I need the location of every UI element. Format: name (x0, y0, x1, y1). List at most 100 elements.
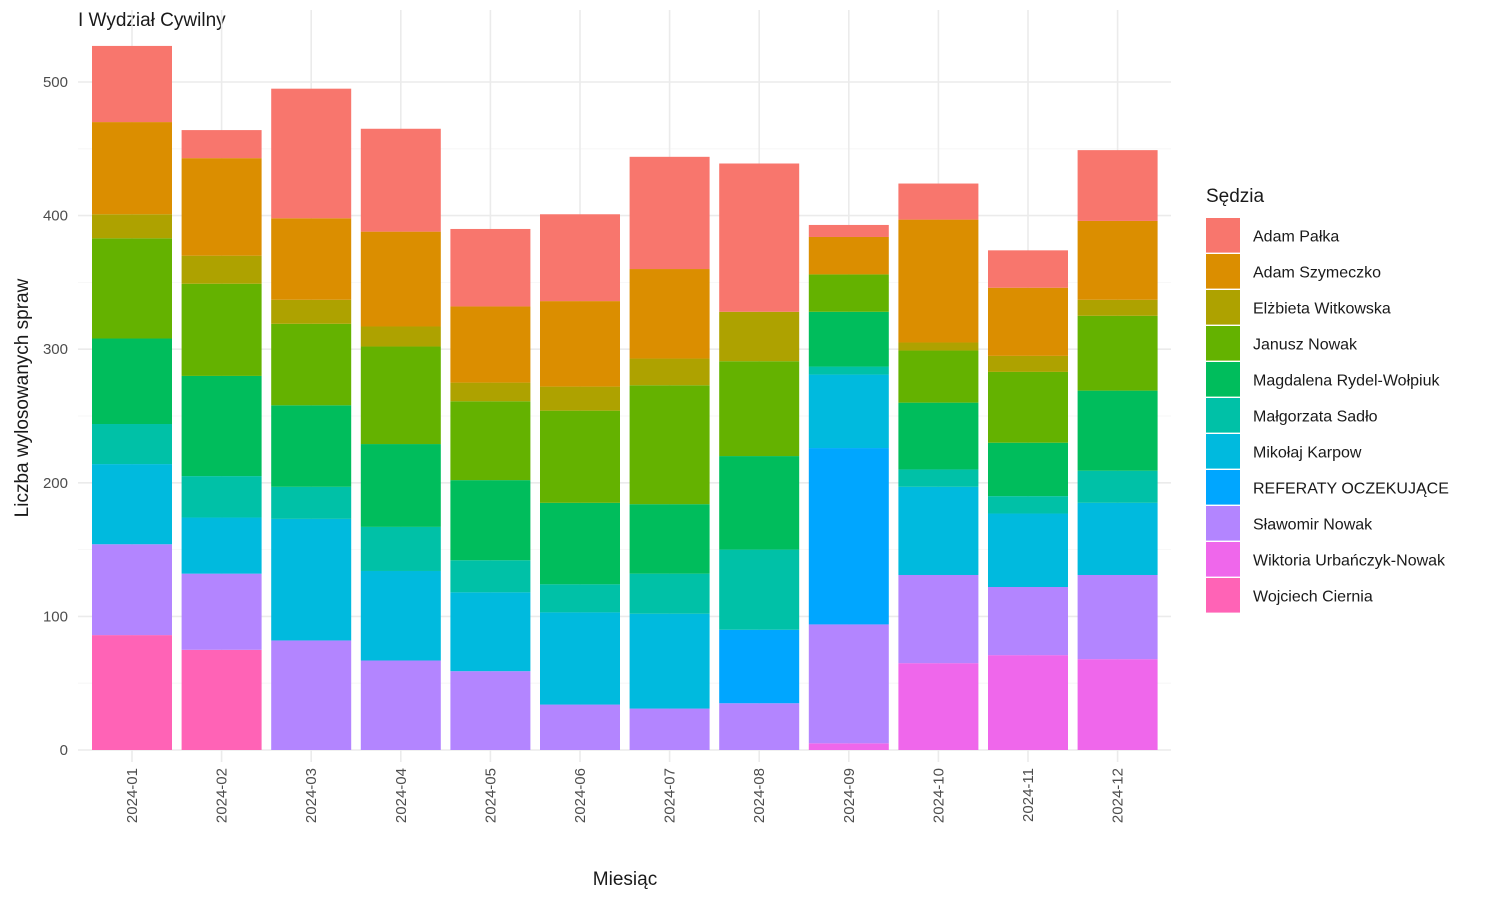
x-tick-label: 2024-08 (751, 768, 768, 823)
bar-segment: Elżbieta Witkowska: 21 (181, 255, 262, 284)
x-tick-label: 2024-03 (303, 768, 320, 823)
legend-label: Wojciech Ciernia (1253, 588, 1373, 605)
y-axis-title: Liczba wylosowanych spraw (12, 278, 33, 517)
legend-label: Elżbieta Witkowska (1253, 300, 1391, 317)
bar-segment: Elżbieta Witkowska: 12 (988, 355, 1068, 372)
bar-segment: Janusz Nowak: 71 (719, 361, 800, 457)
y-tick-label: 200 (43, 475, 68, 492)
bar-segment: Adam Szymeczko: 61 (271, 218, 352, 300)
legend: Sędzia Adam Pałka Adam Szymeczko Elżbieta … (1206, 186, 1449, 613)
bar-stack-2024-04: Sławomir Nowak: 67Mikołaj Karpow: 67Małg… (360, 128, 441, 750)
bar-segment: Mikołaj Karpow: 67 (360, 570, 441, 661)
chart-title: I Wydział Cywilny (78, 10, 226, 31)
bar-stack-2024-07: Sławomir Nowak: 31Mikołaj Karpow: 71Małg… (629, 156, 710, 750)
bar-segment: Janusz Nowak: 53 (988, 371, 1068, 443)
bar-segment: Adam Szymeczko: 28 (808, 236, 889, 275)
x-tick-label: 2024-01 (124, 768, 141, 823)
y-tick-label: 0 (60, 742, 68, 759)
bar-segment: Elżbieta Witkowska: 18 (92, 214, 172, 239)
bar-segment: Magdalena Rydel-Wołpiuk: 52 (629, 504, 710, 574)
x-tick-label: 2024-09 (841, 768, 858, 823)
bar-segment: Janusz Nowak: 56 (1077, 315, 1158, 391)
bar-segment: Małgorzata Sadło: 30 (629, 573, 710, 614)
bar-segment: Małgorzata Sadło: 60 (719, 549, 800, 630)
bar-segment: Małgorzata Sadło: 13 (898, 469, 979, 487)
legend-key (1206, 578, 1240, 613)
x-tick-label: 2024-11 (1020, 768, 1037, 822)
bar-segment: Magdalena Rydel-Wołpiuk: 50 (898, 402, 979, 470)
bar-segment: Małgorzata Sadło: 24 (271, 486, 352, 519)
bar-segment: Wojciech Ciernia: 75 (181, 649, 262, 750)
y-tick-label: 300 (43, 341, 68, 358)
bar-segment: Sławomir Nowak: 89 (808, 624, 889, 744)
legend-label: REFERATY OCZEKUJĄCE (1253, 480, 1449, 497)
x-axis-title: Miesiąc (593, 869, 657, 890)
bar-segment: Małgorzata Sadło: 31 (181, 476, 262, 518)
bar-segment: Magdalena Rydel-Wołpiuk: 62 (360, 444, 441, 527)
bar-segment: Adam Szymeczko: 57 (450, 306, 531, 383)
bar-stack-2024-02: Wojciech Ciernia: 75Sławomir Nowak: 57Mi… (181, 130, 262, 750)
bar-segment: Magdalena Rydel-Wołpiuk: 75 (181, 375, 262, 477)
bar-segment: Wiktoria Urbańczyk-Nowak: 65 (898, 663, 979, 750)
bar-stack-2024-06: Sławomir Nowak: 34Mikołaj Karpow: 69Małg… (540, 214, 620, 750)
bar-segment: Adam Pałka: 9 (808, 224, 889, 237)
bar-segment: Małgorzata Sadło: 33 (360, 526, 441, 571)
bar-segment: Elżbieta Witkowska: 15 (360, 326, 441, 347)
bar-segment: Mikołaj Karpow: 91 (271, 518, 352, 641)
bar-segment: Sławomir Nowak: 82 (271, 640, 352, 750)
bars: Wojciech Ciernia: 86Sławomir Nowak: 68Mi… (92, 45, 1158, 750)
bar-segment: Wiktoria Urbańczyk-Nowak: 68 (1077, 659, 1158, 750)
bar-segment: Janusz Nowak: 75 (92, 238, 172, 339)
bar-segment: Elżbieta Witkowska: 14 (450, 382, 531, 402)
bar-segment: Wiktoria Urbańczyk-Nowak: 71 (988, 655, 1068, 750)
bar-segment: Elżbieta Witkowska: 12 (1077, 299, 1158, 316)
bar-segment: Małgorzata Sadło: 6 (808, 366, 889, 375)
bar-segment: Janusz Nowak: 69 (181, 283, 262, 376)
bar-segment: Magdalena Rydel-Wołpiuk: 41 (808, 311, 889, 367)
x-tick-label: 2024-06 (572, 768, 589, 823)
bar-segment: Mikołaj Karpow: 66 (898, 486, 979, 575)
bar-segment: Elżbieta Witkowska: 18 (540, 386, 620, 411)
bar-segment: Elżbieta Witkowska: 6 (898, 342, 979, 351)
legend-key (1206, 398, 1240, 433)
bar-segment: Małgorzata Sadło: 24 (450, 560, 531, 593)
bar-segment: Mikołaj Karpow: 55 (988, 513, 1068, 588)
bar-segment: Adam Szymeczko: 92 (898, 219, 979, 343)
bar-segment: Sławomir Nowak: 68 (92, 544, 172, 636)
x-tick-label: 2024-05 (482, 768, 499, 823)
legend-label: Janusz Nowak (1253, 336, 1358, 353)
x-tick-label: 2024-10 (930, 768, 947, 823)
bar-segment: Mikołaj Karpow: 54 (1077, 502, 1158, 575)
x-tick-labels: 2024-01 2024-02 2024-03 2024-04 2024-05 2024-… (124, 768, 1127, 823)
bar-segment: Sławomir Nowak: 31 (629, 708, 710, 750)
bar-segment: Adam Pałka: 28 (988, 250, 1068, 288)
bar-segment: Janusz Nowak: 89 (629, 385, 710, 505)
x-tick-label: 2024-04 (393, 768, 410, 823)
legend-title: Sędzia (1206, 186, 1265, 207)
bar-segment: Magdalena Rydel-Wołpiuk: 64 (92, 338, 172, 425)
bar-segment: Adam Pałka: 21 (181, 130, 262, 159)
legend-key (1206, 218, 1240, 253)
bar-segment: Adam Szymeczko: 71 (360, 231, 441, 327)
bar-segment: Adam Pałka: 97 (271, 88, 352, 219)
bar-segment: Adam Szymeczko: 64 (540, 301, 620, 387)
legend-key (1206, 542, 1240, 577)
bar-segment: Wiktoria Urbańczyk-Nowak: 5 (808, 743, 889, 750)
bar-segment: REFERATY OCZEKUJĄCE: 55 (719, 629, 800, 704)
bar-segment: Magdalena Rydel-Wołpiuk: 70 (719, 456, 800, 550)
legend-label: Adam Szymeczko (1253, 264, 1381, 281)
bar-segment: Sławomir Nowak: 63 (1077, 574, 1158, 660)
y-tick-label: 400 (43, 208, 68, 225)
bar-segment: Janusz Nowak: 39 (898, 350, 979, 403)
bar-segment: Magdalena Rydel-Wołpiuk: 60 (1077, 390, 1158, 471)
bar-segment: Janusz Nowak: 59 (450, 401, 531, 481)
bar-segment: Magdalena Rydel-Wołpiuk: 61 (540, 502, 620, 585)
bar-segment: Sławomir Nowak: 59 (450, 671, 531, 750)
bar-stack-2024-05: Sławomir Nowak: 59Mikołaj Karpow: 59Małg… (450, 228, 531, 750)
bar-stack-2024-10: Wiktoria Urbańczyk-Nowak: 65Sławomir Now… (898, 183, 979, 750)
bar-segment: Adam Szymeczko: 73 (181, 158, 262, 256)
legend-key (1206, 290, 1240, 325)
bar-segment: Sławomir Nowak: 57 (181, 573, 262, 650)
bar-segment: Małgorzata Sadło: 13 (988, 496, 1068, 514)
